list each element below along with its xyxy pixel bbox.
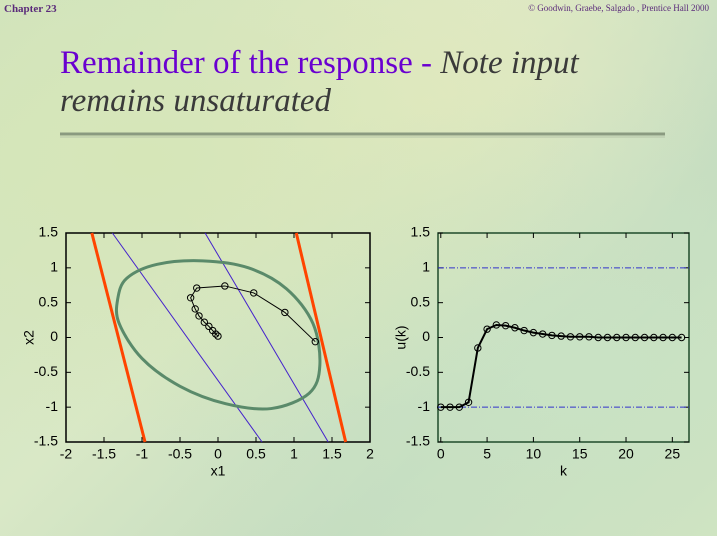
y-tick-label: -1 bbox=[418, 398, 431, 414]
y-tick-label: -0.5 bbox=[34, 363, 58, 379]
point bbox=[594, 333, 602, 342]
series-line bbox=[190, 285, 316, 343]
point bbox=[195, 312, 203, 320]
point bbox=[557, 332, 565, 340]
point bbox=[576, 333, 584, 341]
point bbox=[529, 328, 538, 337]
point bbox=[585, 333, 593, 341]
point bbox=[437, 403, 445, 411]
point bbox=[250, 289, 258, 297]
x-axis-label: x1 bbox=[211, 463, 226, 479]
title-main: Remainder of the response - bbox=[60, 45, 441, 81]
point bbox=[205, 322, 213, 331]
y-tick-label: 0.5 bbox=[39, 293, 59, 309]
point bbox=[446, 403, 454, 411]
point bbox=[212, 330, 220, 338]
point bbox=[566, 333, 575, 341]
x-tick-label: -1 bbox=[136, 446, 149, 462]
point bbox=[492, 321, 501, 329]
series-line bbox=[90, 232, 147, 443]
x-tick-label: 10 bbox=[526, 446, 542, 462]
y-tick-label: 1.5 bbox=[411, 224, 431, 240]
x-axis-label: k bbox=[560, 463, 568, 479]
point bbox=[613, 333, 621, 342]
point bbox=[474, 344, 482, 352]
x-tick-label: 1 bbox=[290, 446, 298, 462]
point bbox=[603, 333, 612, 342]
series-line bbox=[114, 259, 322, 411]
y-tick-label: 0 bbox=[422, 328, 430, 344]
y-tick-label: 0.5 bbox=[411, 293, 431, 309]
point bbox=[650, 333, 658, 342]
x-tick-label: 0 bbox=[437, 446, 445, 462]
slide-title: Remainder of the response - Note input r… bbox=[60, 44, 660, 120]
point bbox=[520, 326, 528, 335]
point bbox=[281, 308, 289, 317]
y-tick-label: 1.5 bbox=[39, 224, 59, 240]
x-tick-label: -2 bbox=[60, 446, 73, 462]
point bbox=[631, 333, 639, 342]
point bbox=[677, 333, 686, 342]
point bbox=[622, 333, 630, 342]
y-axis-label: u(k) bbox=[393, 325, 409, 349]
y-axis-label: x2 bbox=[21, 330, 37, 345]
point bbox=[548, 331, 556, 340]
point bbox=[311, 337, 319, 346]
title-note: Note input remains unsaturated bbox=[60, 45, 579, 119]
x-tick-label: 20 bbox=[618, 446, 634, 462]
point bbox=[640, 333, 649, 342]
chapter: Chapter 23 bbox=[4, 3, 57, 15]
point bbox=[200, 318, 209, 326]
x-tick-label: 15 bbox=[572, 446, 588, 462]
y-tick-label: 1 bbox=[50, 259, 58, 275]
point bbox=[483, 325, 491, 333]
series-line bbox=[294, 232, 348, 443]
point bbox=[193, 284, 201, 292]
point bbox=[186, 294, 195, 302]
series-line bbox=[204, 232, 329, 443]
x-tick-label: -1.5 bbox=[92, 446, 116, 462]
y-tick-label: -1.5 bbox=[34, 433, 58, 449]
y-tick-label: -0.5 bbox=[406, 363, 430, 379]
point bbox=[659, 333, 667, 342]
y-tick-label: 1 bbox=[422, 259, 430, 275]
x-tick-label: 0.5 bbox=[246, 446, 266, 462]
point bbox=[221, 282, 229, 290]
x-tick-label: 1.5 bbox=[322, 446, 342, 462]
y-tick-label: 0 bbox=[50, 328, 58, 344]
point bbox=[464, 398, 473, 406]
x-tick-label: 25 bbox=[665, 446, 681, 462]
point bbox=[668, 333, 677, 342]
point bbox=[191, 305, 199, 313]
x-tick-label: 5 bbox=[483, 446, 491, 462]
y-tick-label: -1 bbox=[46, 398, 59, 414]
point bbox=[455, 403, 464, 411]
plot-frame bbox=[65, 232, 371, 443]
x-tick-label: -0.5 bbox=[168, 446, 192, 462]
x-tick-label: 2 bbox=[366, 446, 374, 462]
point bbox=[214, 332, 222, 340]
point bbox=[501, 321, 510, 330]
x-tick-label: 0 bbox=[214, 446, 222, 462]
point bbox=[538, 330, 547, 338]
y-tick-label: -1.5 bbox=[406, 433, 430, 449]
copyright: © Goodwin, Graebe, Salgado , Prentice Ha… bbox=[528, 3, 709, 13]
point bbox=[511, 324, 519, 332]
series-line bbox=[440, 323, 682, 409]
